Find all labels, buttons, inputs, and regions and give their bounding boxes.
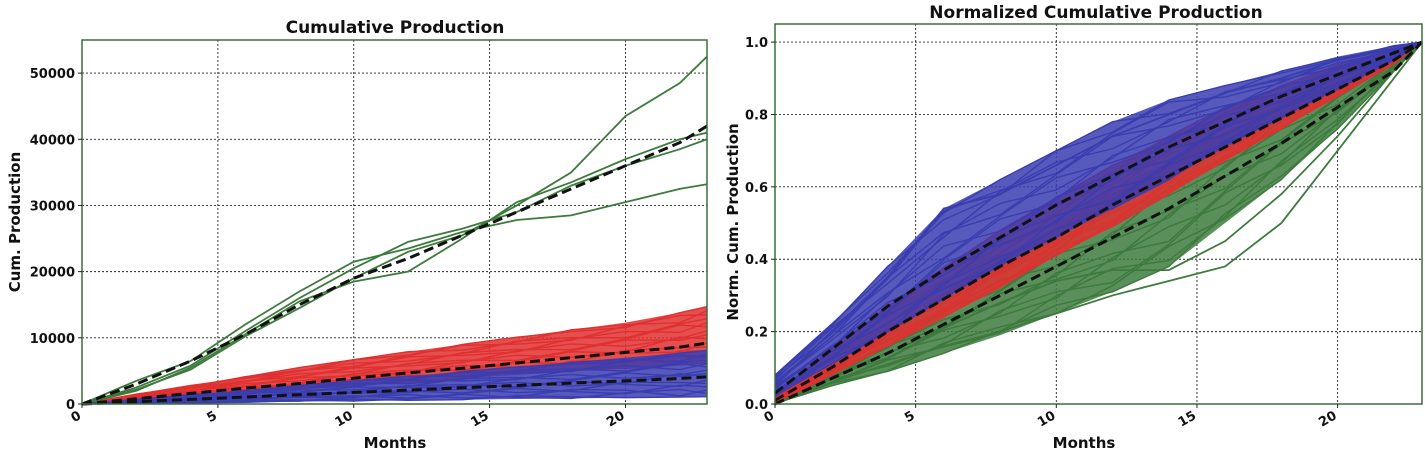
y-tick-label: 0.4: [745, 253, 768, 268]
red-curve: [774, 41, 1423, 403]
mean-dashed-line: [774, 40, 1423, 402]
green-line: [81, 183, 708, 405]
x-tick-label: 15: [468, 408, 491, 430]
blue-curve: [774, 41, 1423, 381]
x-tick-label: 20: [1316, 408, 1339, 430]
mean-dashed-line: [774, 41, 1424, 406]
y-tick-label: 20000: [30, 266, 75, 281]
red-curve: [81, 310, 708, 405]
chart-title: Normalized Cumulative Production: [929, 3, 1262, 23]
green-line: [81, 55, 708, 405]
blue-curve: [774, 41, 1423, 390]
y-tick-label: 10000: [30, 332, 75, 347]
blue-curve: [774, 41, 1423, 389]
cumulative-production-panel: Cumulative Production Months Cum. Produc…: [6, 18, 708, 452]
mean-dashed-line: [81, 375, 708, 406]
x-tick-label: 10: [1035, 408, 1058, 430]
red-curve: [81, 324, 708, 405]
y-tick-label: 0.2: [745, 326, 768, 341]
x-axis-label: Months: [1053, 434, 1116, 452]
green-curve: [774, 41, 1423, 403]
normalized-cumulative-production-panel: Normalized Cumulative Production Months …: [724, 3, 1424, 452]
blue-curve: [774, 41, 1423, 392]
blue-curve: [81, 388, 708, 405]
plot-area: 0 5 10 15 200.00.20.40.60.81.0: [745, 23, 1424, 431]
mean-dashed-line: [81, 124, 708, 406]
blue-line: [774, 41, 1423, 387]
blue-curve: [774, 41, 1423, 387]
chart-title: Cumulative Production: [286, 18, 505, 38]
blue-curve: [774, 41, 1423, 378]
blue-curve: [774, 41, 1423, 395]
y-tick-label: 0: [66, 398, 75, 413]
green-curve: [774, 41, 1423, 402]
y-tick-label: 40000: [30, 133, 75, 148]
green-curve: [774, 41, 1423, 404]
x-tick-label: 20: [604, 408, 627, 430]
y-tick-label: 30000: [30, 199, 75, 214]
y-tick-label: 0.8: [745, 108, 768, 123]
y-axis-label: Cum. Production: [6, 152, 24, 293]
y-tick-label: 50000: [30, 67, 75, 82]
blue-curve: [774, 41, 1423, 379]
green-curve: [774, 41, 1423, 404]
green-line: [81, 131, 708, 405]
red-curve: [81, 306, 708, 405]
mean-dashed-line: [81, 341, 708, 406]
x-tick-label: 5: [205, 408, 220, 426]
blue-curve: [774, 41, 1423, 384]
red-curve: [774, 41, 1423, 404]
mean-dashed-line: [774, 40, 1423, 395]
x-axis-label: Months: [364, 434, 427, 452]
x-tick-label: 10: [333, 408, 356, 430]
y-tick-label: 1.0: [745, 36, 768, 51]
x-tick-label: 5: [902, 408, 917, 426]
blue-curve: [81, 349, 708, 405]
red-curve: [81, 318, 708, 405]
plot-frame: [774, 23, 1423, 405]
blue-curve: [81, 384, 708, 405]
green-line: [774, 41, 1423, 405]
blue-curve: [774, 41, 1423, 393]
green-curve: [774, 41, 1423, 405]
y-tick-label: 0.6: [745, 181, 768, 196]
x-tick-label: 15: [1176, 408, 1199, 430]
y-axis-label: Norm. Cum. Production: [724, 123, 742, 320]
plot-frame: [81, 39, 708, 405]
y-tick-label: 0.0: [745, 398, 768, 413]
